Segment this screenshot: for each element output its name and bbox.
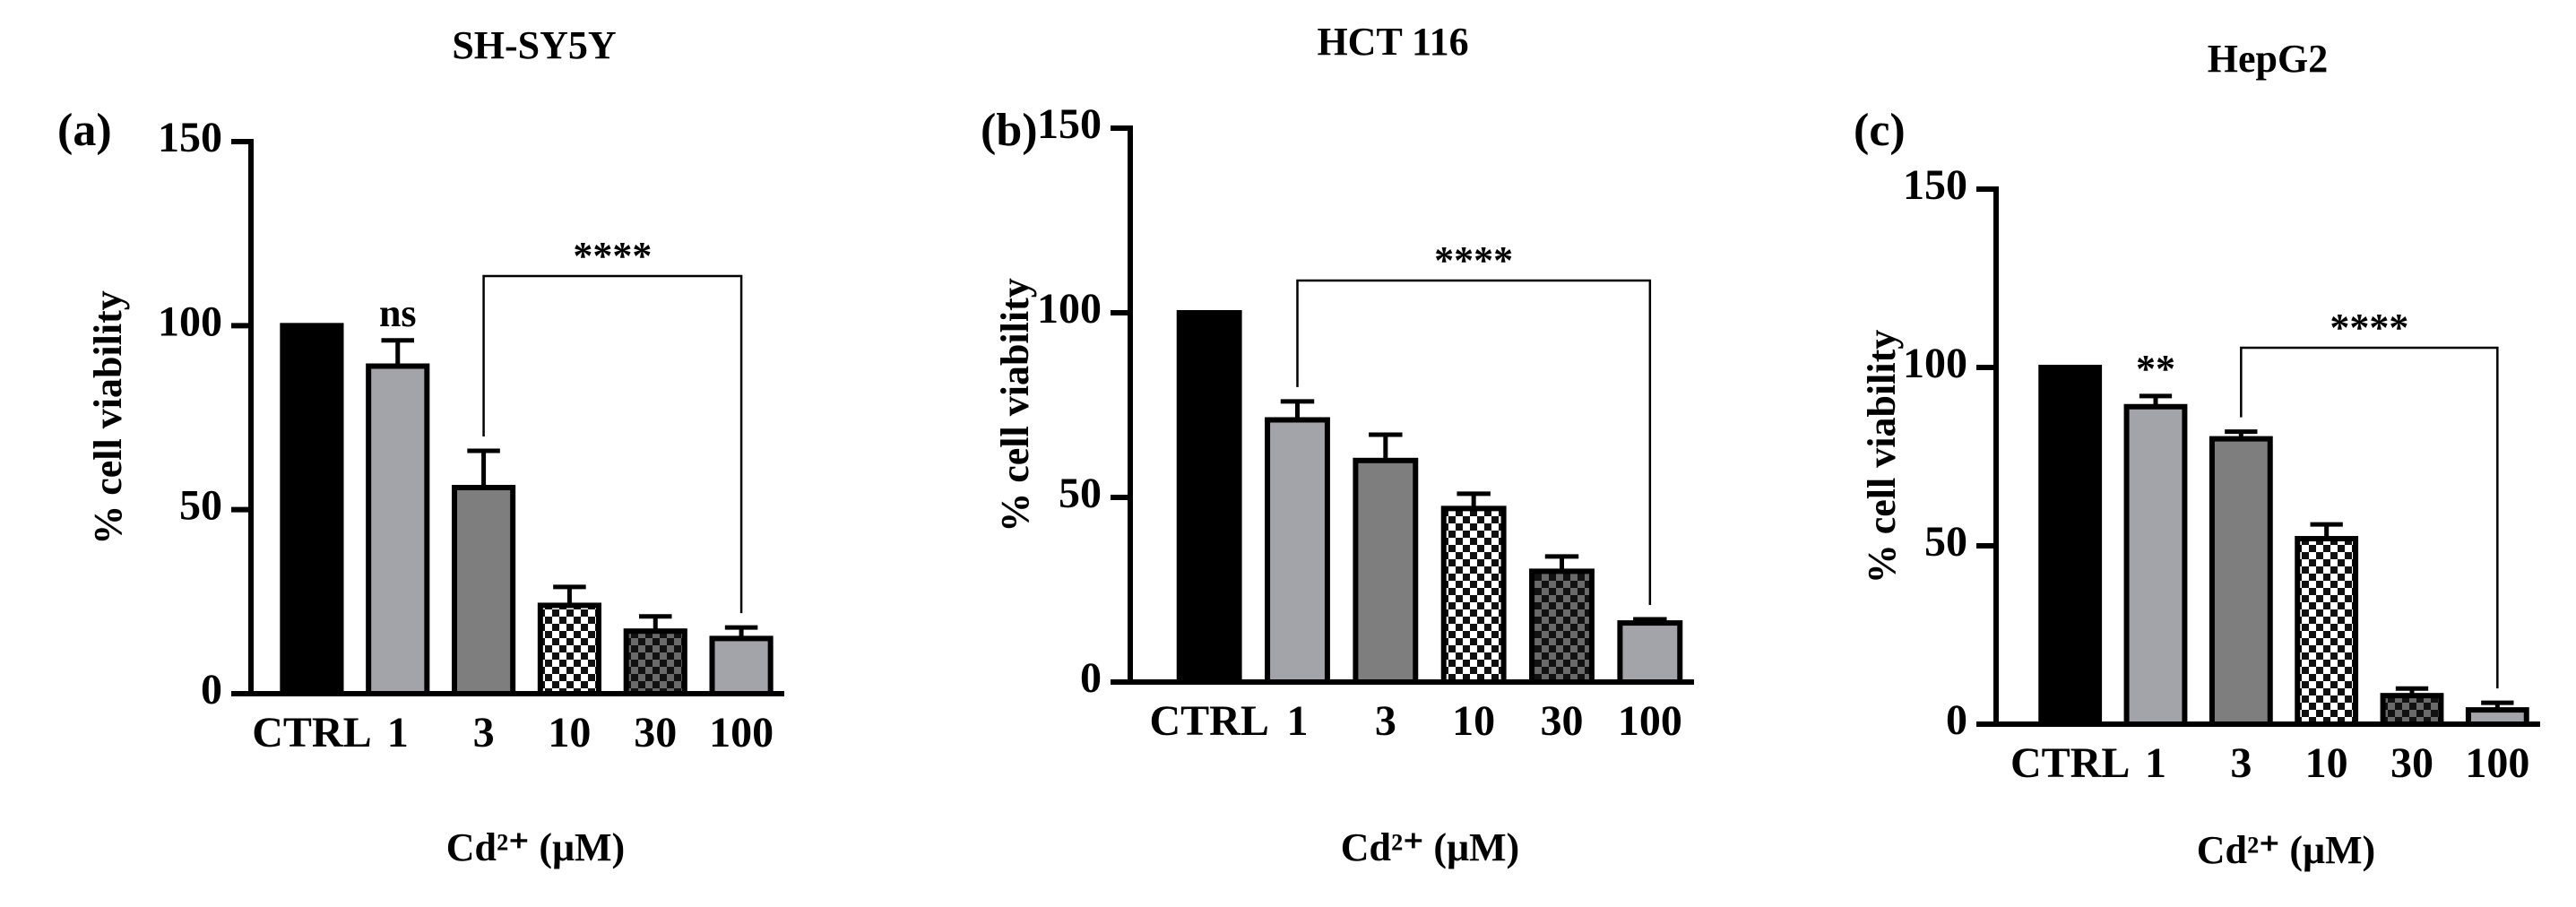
significance-label: ** [2136, 347, 2175, 391]
x-axis-label: Cd²⁺ (μM) [1341, 825, 1519, 869]
x-tick-label: CTRL [252, 709, 371, 756]
error-bar [1280, 399, 1315, 420]
y-tick-label: 100 [158, 298, 222, 345]
x-tick-label: 3 [2230, 739, 2252, 787]
bar [1353, 457, 1419, 685]
error-bar [639, 614, 672, 632]
bar [2123, 403, 2188, 727]
significance-bracket [482, 274, 743, 614]
significance-label: **** [1434, 238, 1513, 282]
chart-title: HepG2 [2208, 37, 2328, 81]
bar [2038, 365, 2103, 727]
y-tick-label: 50 [1059, 470, 1102, 517]
bar [2295, 536, 2359, 727]
x-tick-label: 100 [1618, 697, 1682, 745]
significance-label: **** [2330, 306, 2408, 350]
panel-label: (b) [981, 105, 1038, 156]
error-bar [381, 338, 414, 367]
x-tick-label: CTRL [1149, 697, 1268, 745]
error-bar [1369, 432, 1403, 461]
x-tick-label: CTRL [2010, 739, 2130, 787]
y-tick-label: 150 [158, 114, 222, 161]
x-tick-label: 1 [2145, 739, 2166, 787]
bar [1617, 620, 1683, 686]
error-bar [467, 448, 500, 488]
significance-label: **** [573, 234, 652, 278]
y-tick-label: 0 [1946, 696, 1967, 744]
x-tick-label: 30 [2390, 739, 2433, 787]
panel-label: (a) [57, 105, 112, 156]
y-axis-label: % cell viability [1860, 330, 1904, 584]
bar [623, 628, 687, 696]
error-bar [2310, 522, 2343, 540]
x-tick-label: 1 [387, 709, 409, 756]
x-axis-label: Cd²⁺ (μM) [2197, 828, 2375, 872]
bar [537, 602, 601, 696]
x-tick-label: 1 [1287, 697, 1309, 745]
x-tick-label: 3 [473, 709, 495, 756]
bar [1176, 310, 1242, 685]
bar [709, 635, 774, 697]
y-tick-label: 150 [1903, 161, 1967, 209]
error-bar [2481, 700, 2514, 711]
x-tick-label: 30 [1541, 697, 1584, 745]
y-axis-label: % cell viability [86, 290, 130, 545]
bar [2209, 436, 2273, 727]
error-bar [1544, 554, 1579, 572]
significance-bracket [1296, 279, 1652, 605]
significance-bracket [2240, 346, 2499, 689]
error-bar [2225, 429, 2258, 439]
x-tick-label: 100 [2465, 739, 2529, 787]
x-tick-label: 30 [634, 709, 677, 756]
error-bar [2139, 393, 2173, 407]
x-tick-label: 3 [1375, 697, 1396, 745]
y-tick-label: 100 [1903, 340, 1967, 387]
bar [280, 323, 344, 696]
x-tick-label: 10 [1452, 697, 1495, 745]
bar [2380, 693, 2444, 727]
significance-label: ns [379, 291, 417, 335]
y-tick-label: 150 [1037, 100, 1102, 148]
y-tick-label: 0 [201, 666, 222, 713]
bar [452, 485, 516, 696]
bar [366, 363, 430, 696]
y-tick-label: 50 [1924, 518, 1967, 566]
x-axis-label: Cd²⁺ (μM) [446, 825, 625, 869]
panel-label: (c) [1854, 105, 1906, 156]
error-bar [1457, 491, 1491, 509]
error-bar [553, 584, 586, 606]
bar [1440, 505, 1507, 685]
y-tick-label: 100 [1037, 285, 1102, 333]
y-axis-label: % cell viability [993, 278, 1037, 532]
error-bar [2395, 686, 2429, 696]
bar [1265, 417, 1330, 685]
error-bar [724, 625, 758, 639]
bar [1529, 568, 1595, 686]
x-tick-label: 10 [548, 709, 591, 756]
y-tick-label: 50 [179, 482, 222, 530]
chart-title: HCT 116 [1317, 20, 1468, 64]
error-bar [1633, 617, 1667, 624]
x-tick-label: 100 [709, 709, 774, 756]
x-tick-label: 10 [2305, 739, 2348, 787]
chart-title: SH-SY5Y [452, 23, 616, 67]
y-tick-label: 0 [1080, 654, 1102, 702]
